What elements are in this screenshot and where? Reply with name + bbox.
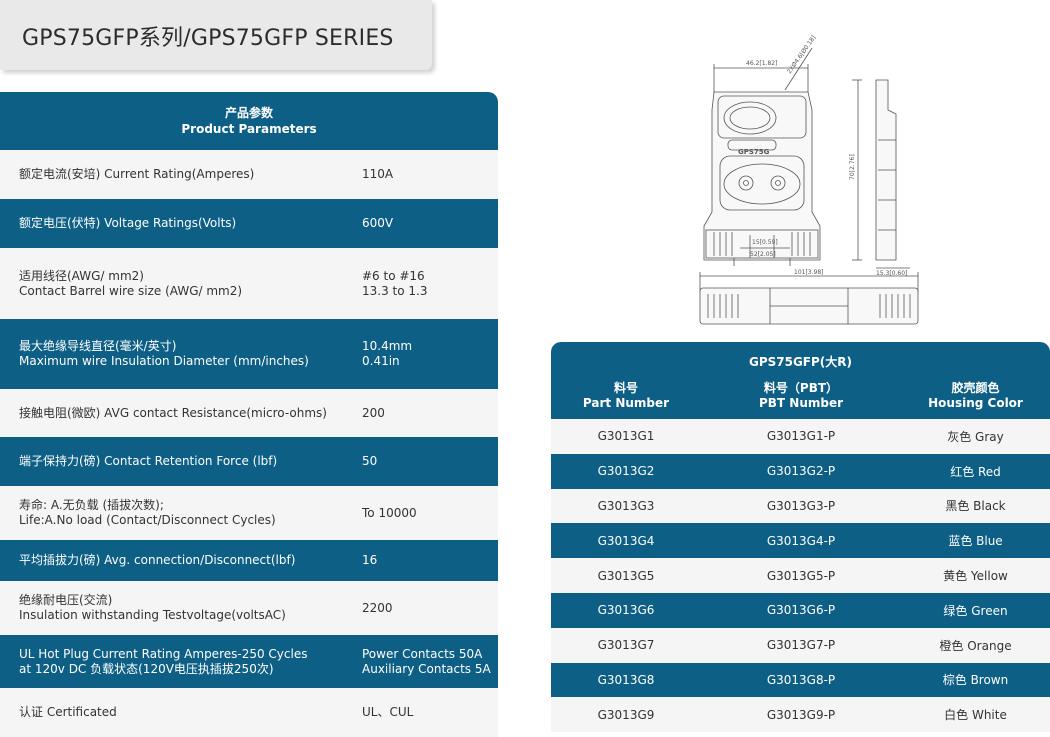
col-pbt-number: 料号（PBT） PBT Number xyxy=(701,381,901,411)
param-value: 200 xyxy=(362,405,385,420)
pbt-number-cell: G3013G2-P xyxy=(766,464,836,479)
part-number-cell: G3013G5 xyxy=(597,568,655,583)
part-number-cell: G3013G7 xyxy=(597,638,655,653)
dim-contact-a-label: 15[0.59] xyxy=(752,239,778,246)
col-housing-color: 胶壳颜色 Housing Color xyxy=(901,381,1050,411)
part-table-header: GPS75GFP(大R) 料号 Part Number 料号（PBT） PBT … xyxy=(551,342,1050,419)
param-label: 最大绝缘导线直径(毫米/英寸) Maximum wire Insulation … xyxy=(19,339,309,368)
table-row: G3013G3 G3013G3-P 黑色 Black xyxy=(551,488,1050,524)
housing-color-cell: 灰色 Gray xyxy=(947,429,1004,444)
product-parameters-table: 产品参数 Product Parameters 额定电流(安培) Current… xyxy=(0,92,498,737)
col-housing-color-cn: 胶壳颜色 xyxy=(951,381,1000,395)
housing-color-cell: 黄色 Yellow xyxy=(943,569,1008,584)
param-value: 10.4mm 0.41in xyxy=(362,339,413,368)
col-part-number-cn: 料号 xyxy=(613,381,638,395)
param-row: 端子保持力(磅) Contact Retention Force (lbf) 5… xyxy=(0,437,498,486)
param-value: 2200 xyxy=(362,600,393,615)
param-value: 16 xyxy=(362,553,378,567)
param-label: UL Hot Plug Current Rating Amperes-250 C… xyxy=(19,646,308,676)
table-row: G3013G6 G3013G6-P 绿色 Green xyxy=(551,592,1050,628)
dim-hole-label: 2XØ4.6[Ø0.18] xyxy=(786,34,818,75)
pbt-number-cell: G3013G3-P xyxy=(766,498,836,513)
param-value: 600V xyxy=(362,216,394,230)
param-label: 端子保持力(磅) Contact Retention Force (lbf) xyxy=(19,454,278,468)
part-number-cell: G3013G2 xyxy=(597,464,655,479)
param-label: 额定电压(伏特) Voltage Ratings(Volts) xyxy=(19,216,237,230)
param-row: 认证 Certificated UL、CUL xyxy=(0,688,498,737)
table-row: G3013G4 G3013G4-P 蓝色 Blue xyxy=(551,523,1050,559)
dim-width-label: 46.2[1.82] xyxy=(746,60,777,67)
param-row: 寿命: A.无负载 (插拔次数); Life:A.No load (Contac… xyxy=(0,486,498,540)
param-value: 110A xyxy=(362,167,394,181)
housing-color-cell: 白色 White xyxy=(944,708,1007,723)
param-value: To 10000 xyxy=(362,505,417,520)
col-housing-color-en: Housing Color xyxy=(928,396,1023,410)
param-row: 额定电流(安培) Current Rating(Amperes) 110A xyxy=(0,150,498,199)
param-label: 寿命: A.无负载 (插拔次数); Life:A.No load (Contac… xyxy=(19,498,276,527)
param-label: 平均插拔力(磅) Avg. connection/Disconnect(lbf) xyxy=(19,553,296,567)
table-row: G3013G9 G3013G9-P 白色 White xyxy=(551,697,1050,733)
pbt-number-cell: G3013G7-P xyxy=(766,638,836,653)
table-row: G3013G2 G3013G2-P 红色 Red xyxy=(551,453,1050,489)
param-row: 绝缘耐电压(交流) Insulation withstanding Testvo… xyxy=(0,581,498,635)
technical-drawing: 46.2[1.82] 2XØ4.6[Ø0.18] 70[2.76] 15.3[0… xyxy=(699,34,919,325)
param-row: 平均插拔力(磅) Avg. connection/Disconnect(lbf)… xyxy=(0,540,498,581)
param-row: 适用线径(AWG/ mm2) Contact Barrel wire size … xyxy=(0,248,498,319)
part-number-cell: G3013G1 xyxy=(597,429,655,444)
pbt-number-cell: G3013G4-P xyxy=(766,533,836,548)
params-header: 产品参数 Product Parameters xyxy=(0,92,498,150)
param-row: 接触电阻(微欧) AVG contact Resistance(micro-oh… xyxy=(0,389,498,437)
param-value: 50 xyxy=(362,454,378,468)
col-pbt-number-en: PBT Number xyxy=(758,396,844,410)
table-row: G3013G7 G3013G7-P 橙色 Orange xyxy=(551,627,1050,663)
part-number-cell: G3013G4 xyxy=(597,533,655,548)
housing-color-cell: 绿色 Green xyxy=(943,603,1008,618)
housing-color-cell: 黑色 Black xyxy=(945,499,1006,514)
page-title: GPS75GFP系列/GPS75GFP SERIES xyxy=(22,26,394,51)
param-label: 认证 Certificated xyxy=(19,705,117,719)
dim-side-label: 15.3[0.60] xyxy=(876,270,907,277)
housing-color-cell: 棕色 Brown xyxy=(942,673,1009,688)
title-tab: GPS75GFP系列/GPS75GFP SERIES xyxy=(0,0,432,70)
param-label: 绝缘耐电压(交流) Insulation withstanding Testvo… xyxy=(19,593,286,622)
part-number-cell: G3013G6 xyxy=(597,603,655,618)
housing-color-cell: 红色 Red xyxy=(950,464,1001,479)
param-label: 额定电流(安培) Current Rating(Amperes) xyxy=(19,167,255,181)
pbt-number-cell: G3013G9-P xyxy=(766,707,836,722)
part-number-table: GPS75GFP(大R) 料号 Part Number 料号（PBT） PBT … xyxy=(551,342,1050,737)
dim-length-label: 101[3.98] xyxy=(794,269,824,276)
param-row: UL Hot Plug Current Rating Amperes-250 C… xyxy=(0,635,498,688)
param-label: 接触电阻(微欧) AVG contact Resistance(micro-oh… xyxy=(19,405,327,420)
part-number-cell: G3013G8 xyxy=(597,672,655,687)
param-row: 额定电压(伏特) Voltage Ratings(Volts) 600V xyxy=(0,199,498,248)
part-number-cell: G3013G9 xyxy=(597,707,655,722)
param-value: Power Contacts 50A Auxiliary Contacts 5A xyxy=(362,646,491,676)
part-number-cell: G3013G3 xyxy=(597,498,655,513)
pbt-number-cell: G3013G6-P xyxy=(766,603,836,618)
housing-color-cell: 蓝色 Blue xyxy=(948,534,1003,549)
col-part-number: 料号 Part Number xyxy=(551,381,701,411)
table-row: G3013G8 G3013G8-P 棕色 Brown xyxy=(551,662,1050,698)
pbt-number-cell: G3013G8-P xyxy=(766,672,836,687)
housing-text: GPS75G xyxy=(738,148,770,156)
params-header-cn: 产品参数 xyxy=(224,106,273,120)
dim-height-label: 70[2.76] xyxy=(849,154,856,180)
dim-contact-b-label: 52[2.05] xyxy=(750,251,776,258)
pbt-number-cell: G3013G1-P xyxy=(766,429,836,444)
param-value: UL、CUL xyxy=(362,705,414,719)
col-part-number-en: Part Number xyxy=(582,396,670,410)
param-row: 最大绝缘导线直径(毫米/英寸) Maximum wire Insulation … xyxy=(0,319,498,389)
param-label: 适用线径(AWG/ mm2) Contact Barrel wire size … xyxy=(19,268,243,298)
param-value: #6 to #16 13.3 to 1.3 xyxy=(362,268,428,298)
params-header-en: Product Parameters xyxy=(181,122,317,136)
table-row: G3013G1 G3013G1-P 灰色 Gray xyxy=(551,419,1050,454)
housing-color-cell: 橙色 Orange xyxy=(939,638,1012,653)
series-label: GPS75GFP(大R) xyxy=(748,355,853,369)
pbt-number-cell: G3013G5-P xyxy=(766,568,836,583)
col-pbt-number-cn: 料号（PBT） xyxy=(763,381,839,395)
table-row: G3013G5 G3013G5-P 黄色 Yellow xyxy=(551,558,1050,593)
